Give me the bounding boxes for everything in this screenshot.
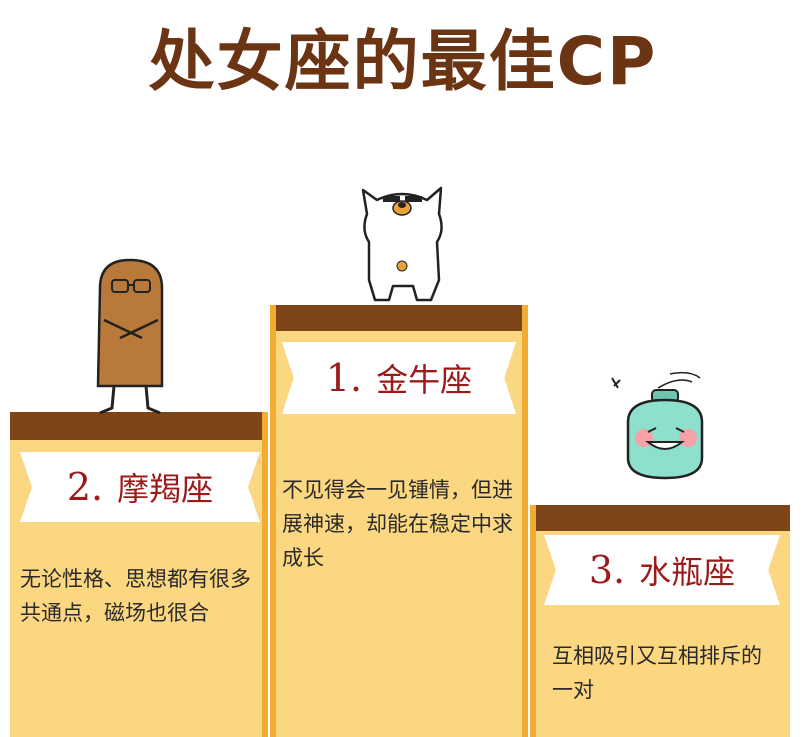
rank-ribbon-third: 3. 水瓶座 (544, 535, 780, 605)
podium-first: 1. 金牛座 不见得会一见锺情，但进展神速，却能在稳定中求成长 (270, 305, 528, 737)
page-title: 处女座的最佳CP (148, 23, 658, 100)
rank-number: 3. (588, 548, 626, 592)
sign-name: 水瓶座 (639, 553, 736, 591)
bear-character-icon (361, 186, 443, 302)
rank-number: 2. (66, 465, 104, 509)
rank-number: 1. (325, 356, 363, 400)
potato-character-icon (96, 258, 164, 415)
podium-description: 无论性格、思想都有很多共通点，磁场也很合 (20, 567, 251, 625)
podium-description: 不见得会一见锺情，但进展神速，却能在稳定中求成长 (282, 478, 513, 570)
podium-description: 互相吸引又互相排斥的一对 (552, 644, 762, 702)
bottle-character-icon (611, 371, 704, 480)
podium-second: 2. 摩羯座 无论性格、思想都有很多共通点，磁场也很合 (10, 412, 268, 737)
sign-name: 摩羯座 (117, 470, 214, 508)
rank-ribbon-second: 2. 摩羯座 (20, 452, 260, 522)
sign-name: 金牛座 (376, 361, 473, 399)
rank-ribbon-first: 1. 金牛座 (282, 342, 516, 414)
podium-third: 3. 水瓶座 互相吸引又互相排斥的一对 (530, 505, 790, 737)
